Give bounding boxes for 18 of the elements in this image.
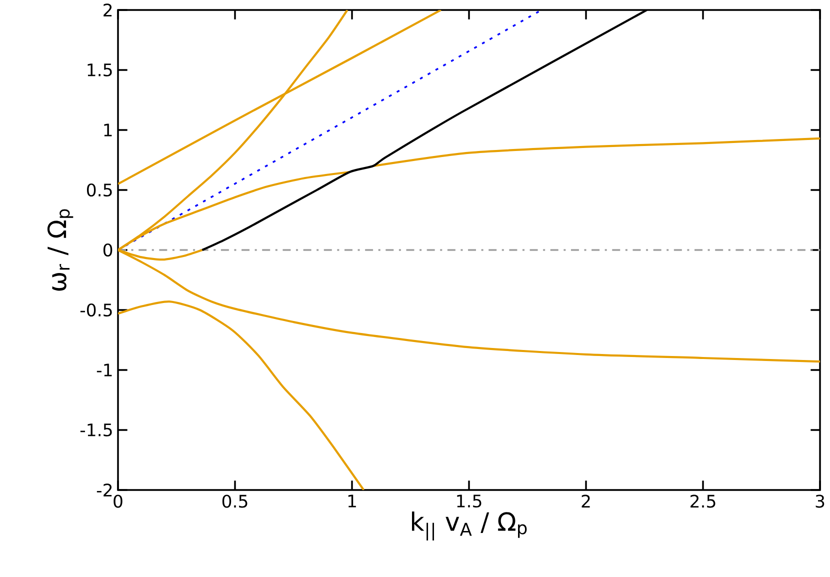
x-tick-label: 0 — [114, 494, 122, 508]
x-tick-label: 2 — [582, 494, 590, 508]
y-tick-label: 1.5 — [88, 64, 112, 76]
x-axis-title: k$_{||}$ v$_{A}$ / Ω$_{p}$ — [412, 512, 527, 540]
y-axis-title: ω$_{r}$ / Ω$_{p}$ — [47, 209, 74, 291]
y-tick-label: 2 — [104, 4, 112, 16]
y-tick-label: 0.5 — [86, 183, 112, 197]
x-tick-label: 2.5 — [690, 494, 716, 508]
y-tick-label: 1 — [104, 124, 112, 136]
y-tick-label: -1 — [96, 364, 112, 376]
x-tick-label: 0.5 — [222, 494, 248, 508]
y-tick-label: 0 — [103, 243, 112, 257]
x-tick-label: 1.5 — [457, 494, 482, 508]
x-tick-label: 1 — [348, 494, 356, 508]
y-tick-label: -1.5 — [80, 424, 112, 436]
y-tick-label: -2 — [96, 484, 112, 496]
x-tick-label: 3 — [816, 494, 824, 508]
y-tick-label: -0.5 — [80, 303, 112, 317]
